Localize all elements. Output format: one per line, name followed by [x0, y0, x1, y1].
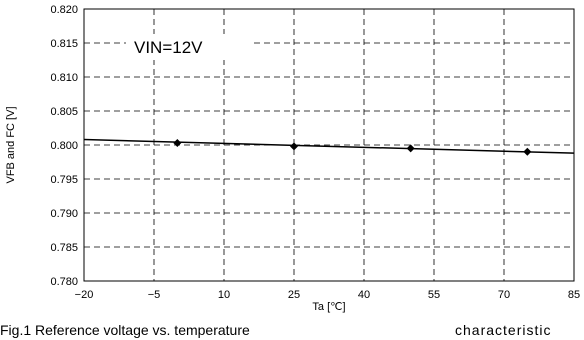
y-tick-label: 0.790 — [50, 208, 78, 220]
y-tick-label: 0.780 — [50, 276, 78, 288]
x-tick-label: 85 — [568, 289, 580, 301]
x-tick-labels: −20 −5 10 25 40 55 70 85 — [75, 289, 580, 301]
data-point-diamond — [290, 142, 298, 151]
annotation-background — [126, 34, 254, 60]
y-tick-label: 0.785 — [50, 242, 78, 254]
data-point-diamond — [173, 138, 182, 147]
x-tick-label: 40 — [358, 289, 370, 301]
annotation-vin: VIN=12V — [134, 38, 203, 57]
y-tick-label: 0.795 — [50, 174, 78, 186]
y-tick-label: 0.810 — [50, 72, 78, 84]
caption-right: characteristic — [455, 322, 552, 338]
y-tick-label: 0.805 — [50, 106, 78, 118]
x-tick-label: 55 — [428, 289, 440, 301]
chart: 0.780 0.785 0.790 0.795 0.800 0.805 0.810 0.815… — [5, 4, 580, 313]
data-points — [173, 138, 532, 156]
trend-line — [83, 138, 575, 154]
y-tick-label: 0.800 — [50, 140, 78, 152]
x-tick-label: 25 — [288, 289, 300, 301]
y-tick-label: 0.820 — [50, 4, 78, 16]
x-tick-label: −5 — [148, 289, 161, 301]
plot-frame — [83, 8, 575, 282]
y-tick-label: 0.815 — [50, 38, 78, 50]
figure-caption: Fig.1 Reference voltage vs. temperature … — [0, 320, 584, 340]
x-tick-label: −20 — [75, 289, 94, 301]
x-tick-label: 70 — [498, 289, 510, 301]
x-tick-label: 10 — [218, 289, 230, 301]
data-point-diamond — [523, 147, 532, 156]
y-tick-labels: 0.780 0.785 0.790 0.795 0.800 0.805 0.810 0.815… — [50, 4, 78, 288]
caption-left: Fig.1 Reference voltage vs. temperature — [0, 322, 250, 338]
y-axis-label: VFB and FC [V] — [5, 106, 17, 183]
x-axis-label: Ta [℃] — [312, 301, 345, 313]
data-point-diamond — [406, 144, 415, 153]
